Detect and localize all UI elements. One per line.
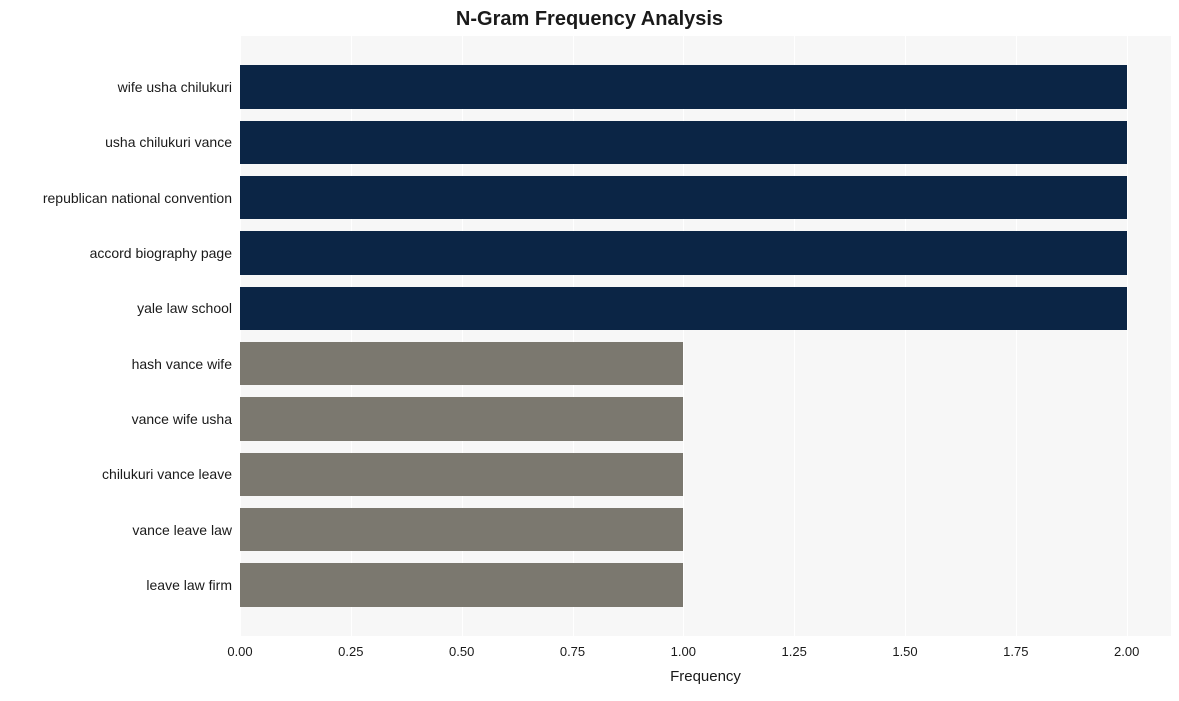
x-tick-label: 1.00 [671,636,696,659]
bar [240,121,1127,164]
plot-area: Frequency 0.000.250.500.751.001.251.501.… [240,36,1171,636]
y-tick-label: vance leave law [132,522,240,538]
y-tick-label: leave law firm [146,577,240,593]
bar [240,453,683,496]
y-tick-label: vance wife usha [132,411,240,427]
y-tick-label: accord biography page [90,245,240,261]
x-tick-label: 0.00 [227,636,252,659]
x-tick-label: 0.25 [338,636,363,659]
bar [240,231,1127,274]
x-tick-label: 0.50 [449,636,474,659]
x-tick-label: 0.75 [560,636,585,659]
y-tick-label: chilukuri vance leave [102,466,240,482]
bar-row [240,176,1171,219]
bar [240,508,683,551]
x-tick-label: 2.00 [1114,636,1139,659]
x-tick-label: 1.25 [782,636,807,659]
y-tick-label: republican national convention [43,190,240,206]
ngram-chart: N-Gram Frequency Analysis Frequency 0.00… [0,0,1179,701]
bar-row [240,397,1171,440]
bar-row [240,121,1171,164]
bar [240,65,1127,108]
y-tick-label: hash vance wife [132,356,240,372]
y-tick-label: wife usha chilukuri [118,79,240,95]
chart-title: N-Gram Frequency Analysis [0,8,1179,31]
bar-row [240,342,1171,385]
bar-row [240,65,1171,108]
bar-row [240,287,1171,330]
x-tick-label: 1.50 [892,636,917,659]
bar-row [240,508,1171,551]
bar [240,342,683,385]
bar-row [240,563,1171,606]
bar-row [240,231,1171,274]
bar [240,563,683,606]
y-tick-label: yale law school [137,300,240,316]
x-axis-title: Frequency [240,668,1171,685]
bar-row [240,453,1171,496]
bar [240,397,683,440]
x-tick-label: 1.75 [1003,636,1028,659]
bar [240,176,1127,219]
y-tick-label: usha chilukuri vance [105,134,240,150]
bar [240,287,1127,330]
